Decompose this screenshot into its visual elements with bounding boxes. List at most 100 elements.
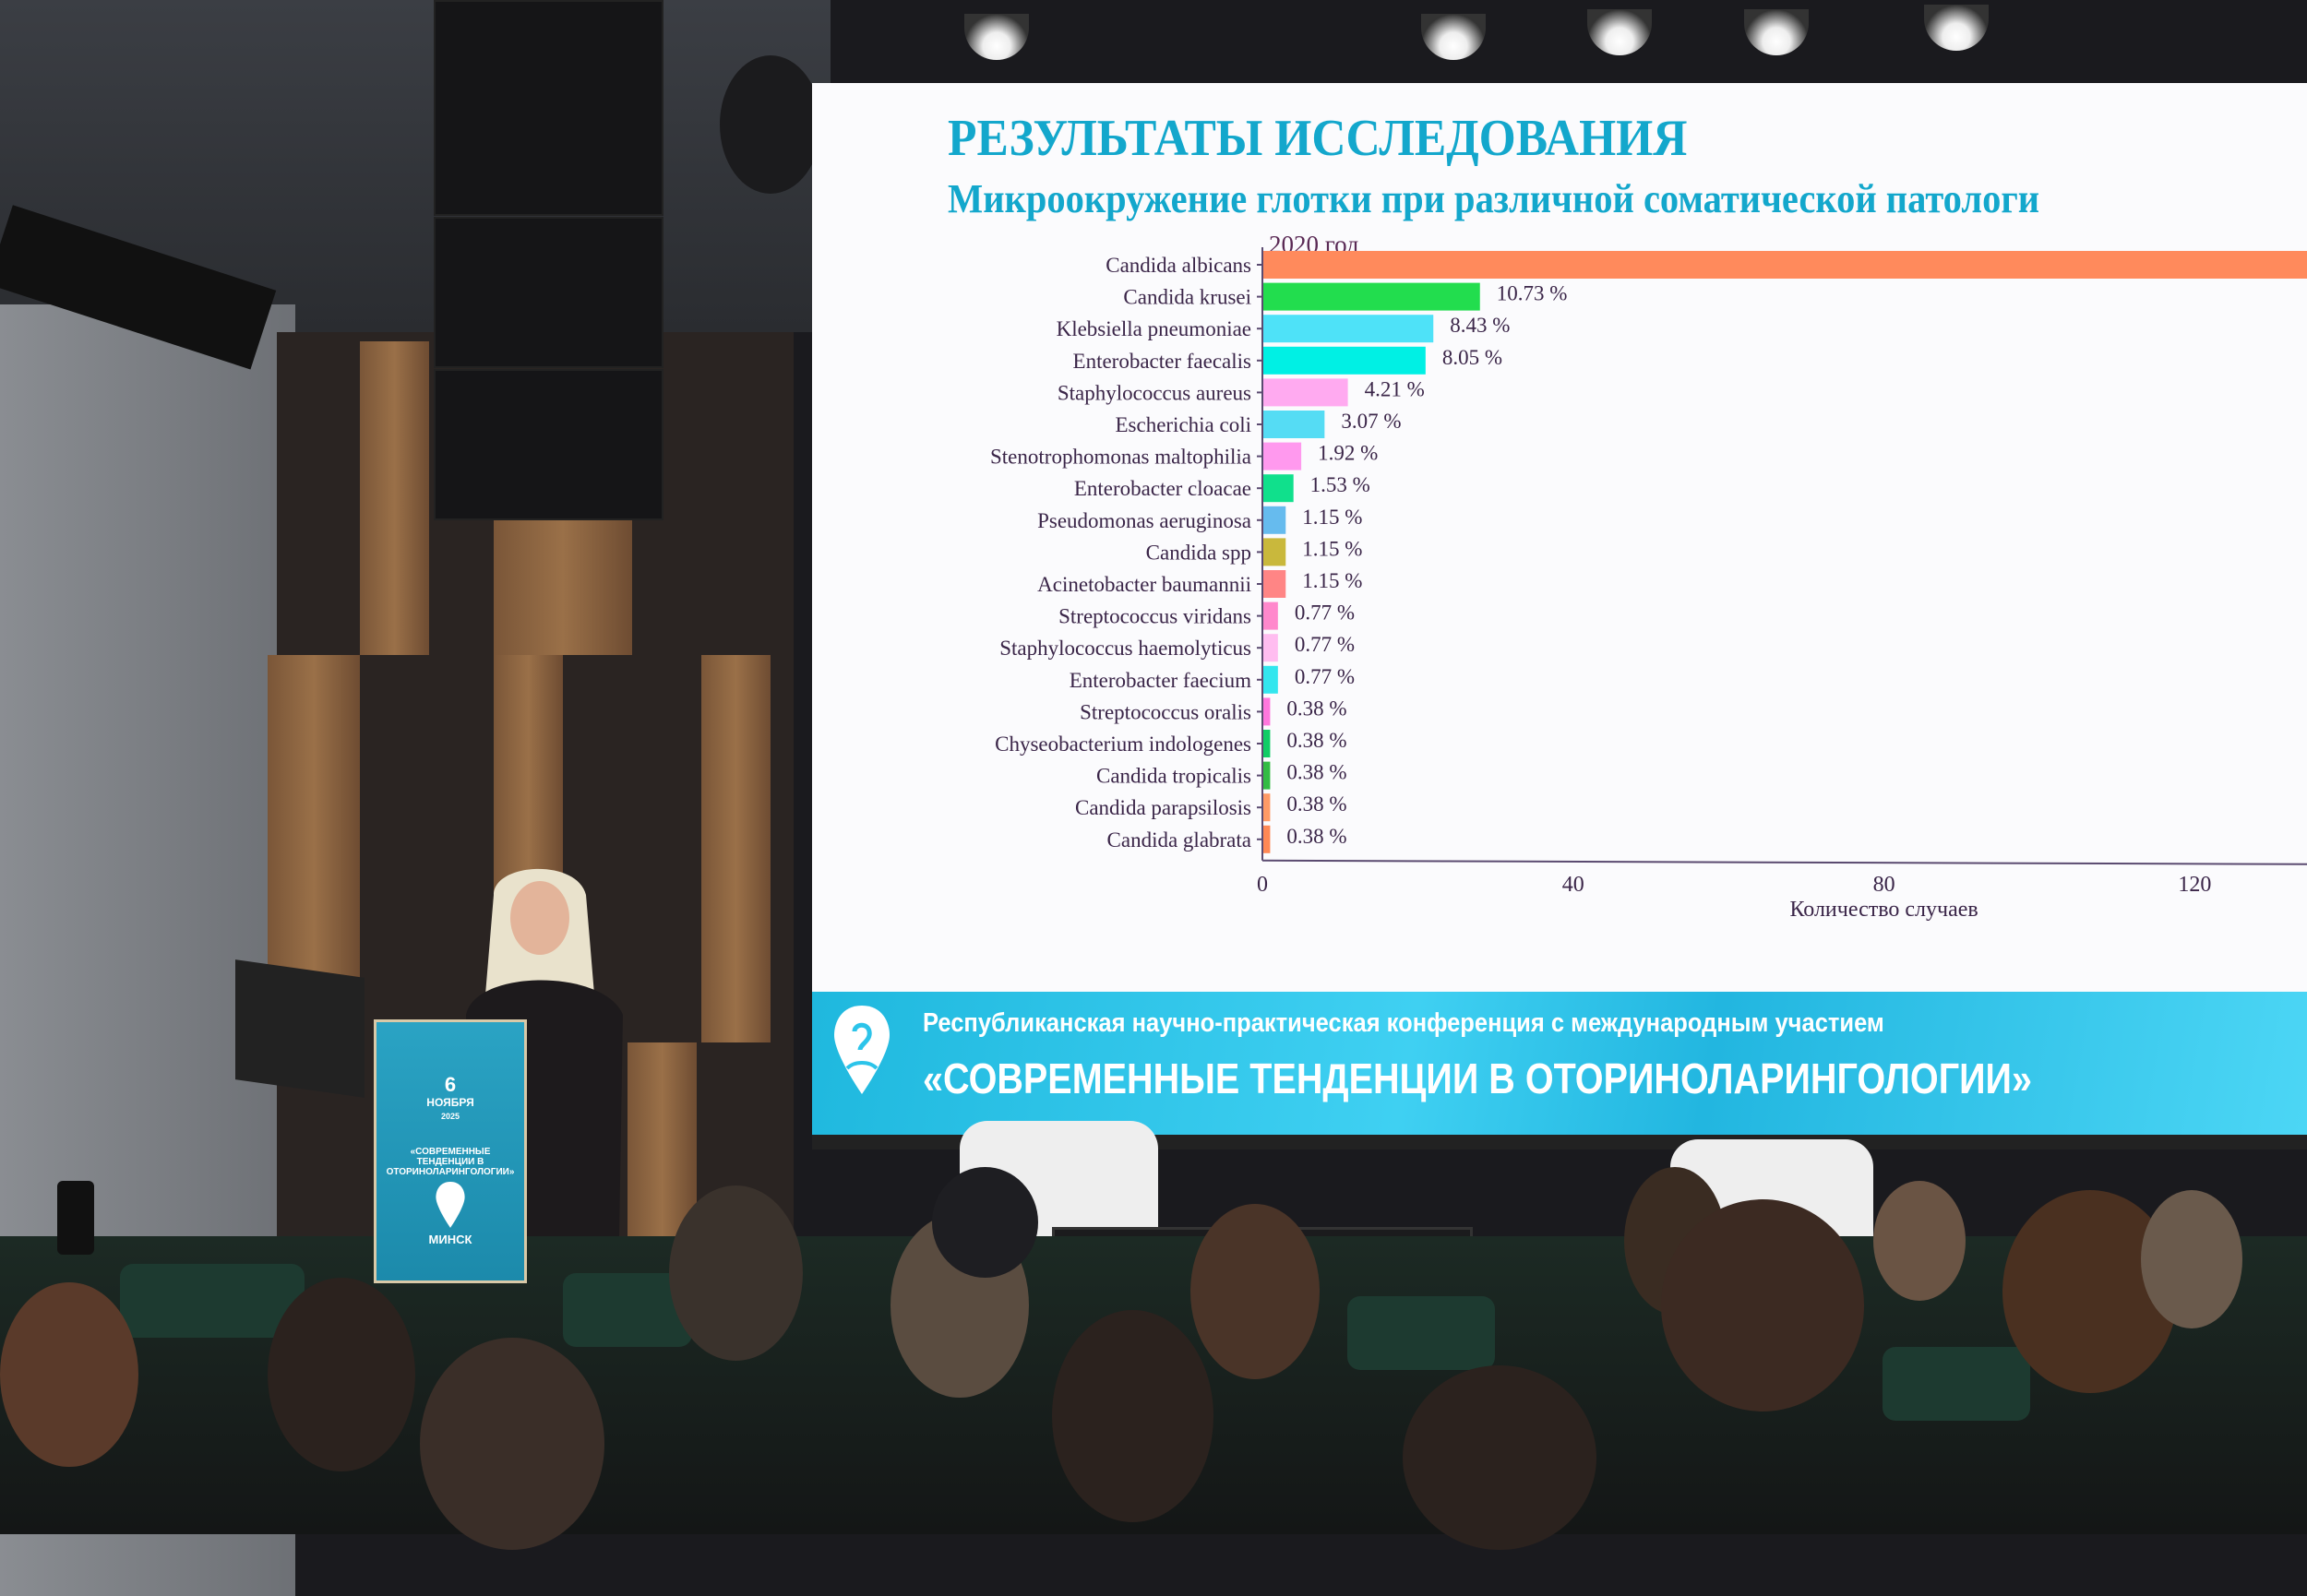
bar [1262, 442, 1302, 470]
category-label: Streptococcus oralis [1080, 700, 1251, 723]
x-tick-label: 120 [2178, 873, 2211, 897]
wood-panel [268, 655, 360, 978]
podium-day: 6 [444, 1073, 457, 1096]
category-label: Candida albicans [1106, 254, 1251, 277]
seat [120, 1264, 305, 1338]
bar [1262, 730, 1271, 757]
slide-subtitle: Микроокружение глотки при различной сома… [948, 176, 2040, 221]
audience-head [1052, 1310, 1213, 1522]
category-label: Escherichia coli [1115, 413, 1251, 436]
category-label: Candida spp [1146, 541, 1251, 564]
loudspeaker [434, 369, 663, 520]
category-label: Staphylococcus aureus [1058, 381, 1251, 404]
data-label: 0.77 % [1295, 633, 1355, 656]
data-label: 1.15 % [1302, 569, 1362, 592]
data-label: 0.38 % [1286, 729, 1346, 752]
audience-head [1403, 1365, 1596, 1550]
data-label: 0.38 % [1286, 792, 1346, 816]
bar [1262, 411, 1325, 438]
category-label: Enterobacter faecalis [1073, 350, 1252, 373]
audience-head [420, 1338, 604, 1550]
category-label: Staphylococcus haemolyticus [999, 637, 1251, 660]
data-label: 1.92 % [1318, 442, 1378, 465]
presentation-slide [812, 83, 2307, 992]
category-label: Chyseobacterium indologenes [995, 732, 1251, 756]
podium-title: «СОВРЕМЕННЫЕ ТЕНДЕНЦИИ В ОТОРИНОЛАРИНГОЛ… [386, 1147, 515, 1177]
category-label: Enterobacter cloacae [1074, 477, 1251, 500]
data-label: 1.15 % [1302, 506, 1362, 529]
category-label: Candida krusei [1123, 286, 1251, 309]
bar [1262, 825, 1271, 853]
phone [57, 1181, 94, 1255]
x-axis-label: Количество случаев [1789, 898, 1978, 922]
moving-head-light [720, 55, 821, 194]
category-label: Streptococcus viridans [1058, 605, 1251, 628]
wood-panel [494, 517, 632, 655]
slide-title: РЕЗУЛЬТАТЫ ИССЛЕДОВАНИЯ [948, 110, 1688, 167]
x-tick-label: 40 [1562, 873, 1584, 897]
x-tick-label: 80 [1873, 873, 1895, 897]
data-label: 8.05 % [1442, 346, 1502, 369]
bar [1262, 570, 1286, 598]
bar [1262, 761, 1271, 790]
data-label: 1.53 % [1310, 473, 1370, 496]
bar [1262, 665, 1278, 694]
bar [1262, 282, 1480, 311]
loudspeaker [434, 217, 663, 368]
audience-head [669, 1185, 803, 1361]
bar [1262, 378, 1348, 407]
bar [1262, 793, 1271, 822]
audience-head [932, 1167, 1038, 1278]
audience-head [1661, 1199, 1864, 1411]
category-label: Klebsiella pneumoniae [1057, 317, 1251, 340]
bar [1262, 315, 1434, 343]
bar [1262, 251, 2307, 279]
bar-chart: Candida albicans Candida krusei 10.73 % Kle… [990, 247, 2307, 922]
bar [1262, 601, 1278, 630]
conference-logo-icon [436, 1182, 465, 1228]
data-label: 0.77 % [1295, 665, 1355, 688]
seat [1883, 1347, 2030, 1421]
loudspeaker [434, 0, 663, 216]
x-tick-label: 0 [1257, 873, 1268, 897]
wood-panel [360, 341, 429, 655]
data-label: 0.38 % [1286, 825, 1346, 848]
bar [1262, 538, 1286, 566]
bar [1262, 697, 1271, 726]
bar [1262, 634, 1278, 662]
podium: 6 НОЯБРЯ 2025 «СОВРЕМЕННЫЕ ТЕНДЕНЦИИ В О… [374, 1019, 527, 1283]
data-label: 8.43 % [1450, 314, 1510, 337]
banner-subtitle: Республиканская научно-практическая конф… [923, 1008, 1884, 1038]
data-label: 0.38 % [1286, 697, 1346, 720]
audience-head [268, 1278, 415, 1471]
podium-year: 2025 [440, 1112, 460, 1121]
bar [1262, 474, 1294, 503]
data-label: 10.73 % [1497, 282, 1568, 305]
bar [1262, 506, 1286, 534]
category-label: Candida glabrata [1107, 828, 1251, 852]
conference-logo-icon [834, 1006, 890, 1094]
data-label: 4.21 % [1365, 377, 1425, 400]
category-label: Acinetobacter baumannii [1037, 573, 1251, 596]
data-label: 3.07 % [1341, 410, 1401, 433]
x-axis [1261, 859, 2307, 865]
banner-title: «СОВРЕМЕННЫЕ ТЕНДЕНЦИИ В ОТОРИНОЛАРИНГОЛ… [923, 1054, 2032, 1102]
data-label: 0.77 % [1295, 601, 1355, 625]
category-label: Pseudomonas aeruginosa [1037, 509, 1251, 532]
category-label: Stenotrophomonas maltophilia [990, 446, 1251, 469]
category-label: Enterobacter faecium [1070, 669, 1251, 692]
audience-head [0, 1282, 138, 1467]
data-label: 1.15 % [1302, 537, 1362, 560]
podium-city: МИНСК [428, 1233, 472, 1246]
wood-panel [701, 655, 771, 1042]
audience-head [2141, 1190, 2242, 1328]
data-label: 0.38 % [1286, 761, 1346, 784]
seat [1347, 1296, 1495, 1370]
bar [1262, 346, 1426, 375]
category-label: Candida parapsilosis [1075, 796, 1251, 819]
podium-month: НОЯБРЯ [426, 1096, 474, 1109]
category-label: Candida tropicalis [1096, 765, 1251, 788]
audience-head [1873, 1181, 1966, 1301]
audience-head [1190, 1204, 1320, 1379]
lectern-monitor [235, 959, 365, 1098]
